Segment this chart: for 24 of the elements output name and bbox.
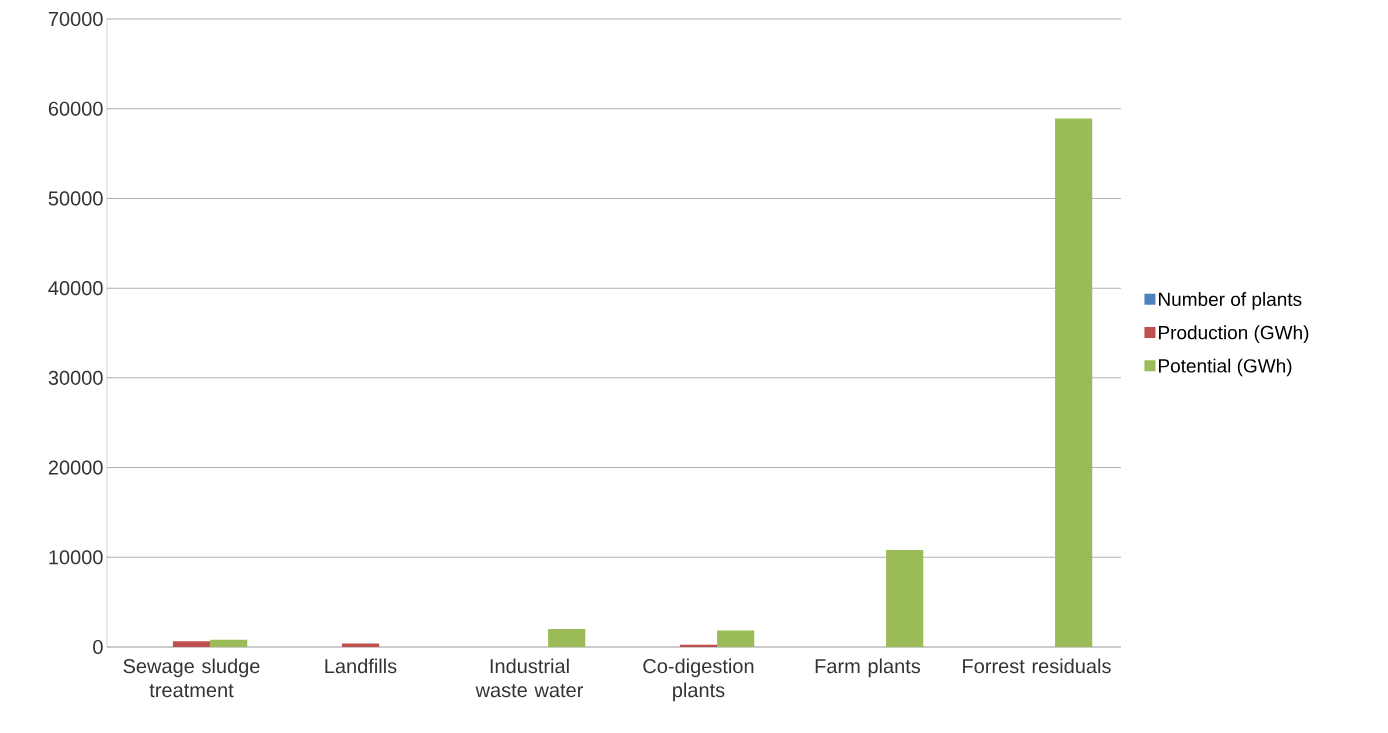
x-tick-label: Co-digestion plants [643,658,754,702]
bar [172,641,211,647]
bar [1055,118,1093,647]
bar [210,639,248,647]
legend-label: Potential (GWh) [1159,358,1292,377]
y-tick-label: 60000 [48,101,103,116]
bar [341,643,380,647]
y-tick-label: 50000 [48,191,103,206]
legend-label: Number of plants [1159,292,1302,310]
bar [717,630,755,647]
y-tick-label: 40000 [48,281,103,296]
y-tick-label: 10000 [49,550,103,565]
y-tick-label: 70000 [48,11,103,27]
bar [886,550,924,647]
y-tick-label: 30000 [48,370,103,385]
x-tick-label: Sewage sludge treatment [123,658,260,698]
y-tick-label: 20000 [48,460,103,475]
x-tick-label: Landfills [325,658,397,674]
y-tick-label: 0 [93,639,103,655]
x-tick-label: Forrest residuals [963,658,1111,674]
legend-label: Production (GWh) [1159,325,1309,344]
x-tick-label: Farm plants [815,658,921,678]
x-tick-label: Industrial waste water [475,658,584,698]
bar [548,629,586,647]
